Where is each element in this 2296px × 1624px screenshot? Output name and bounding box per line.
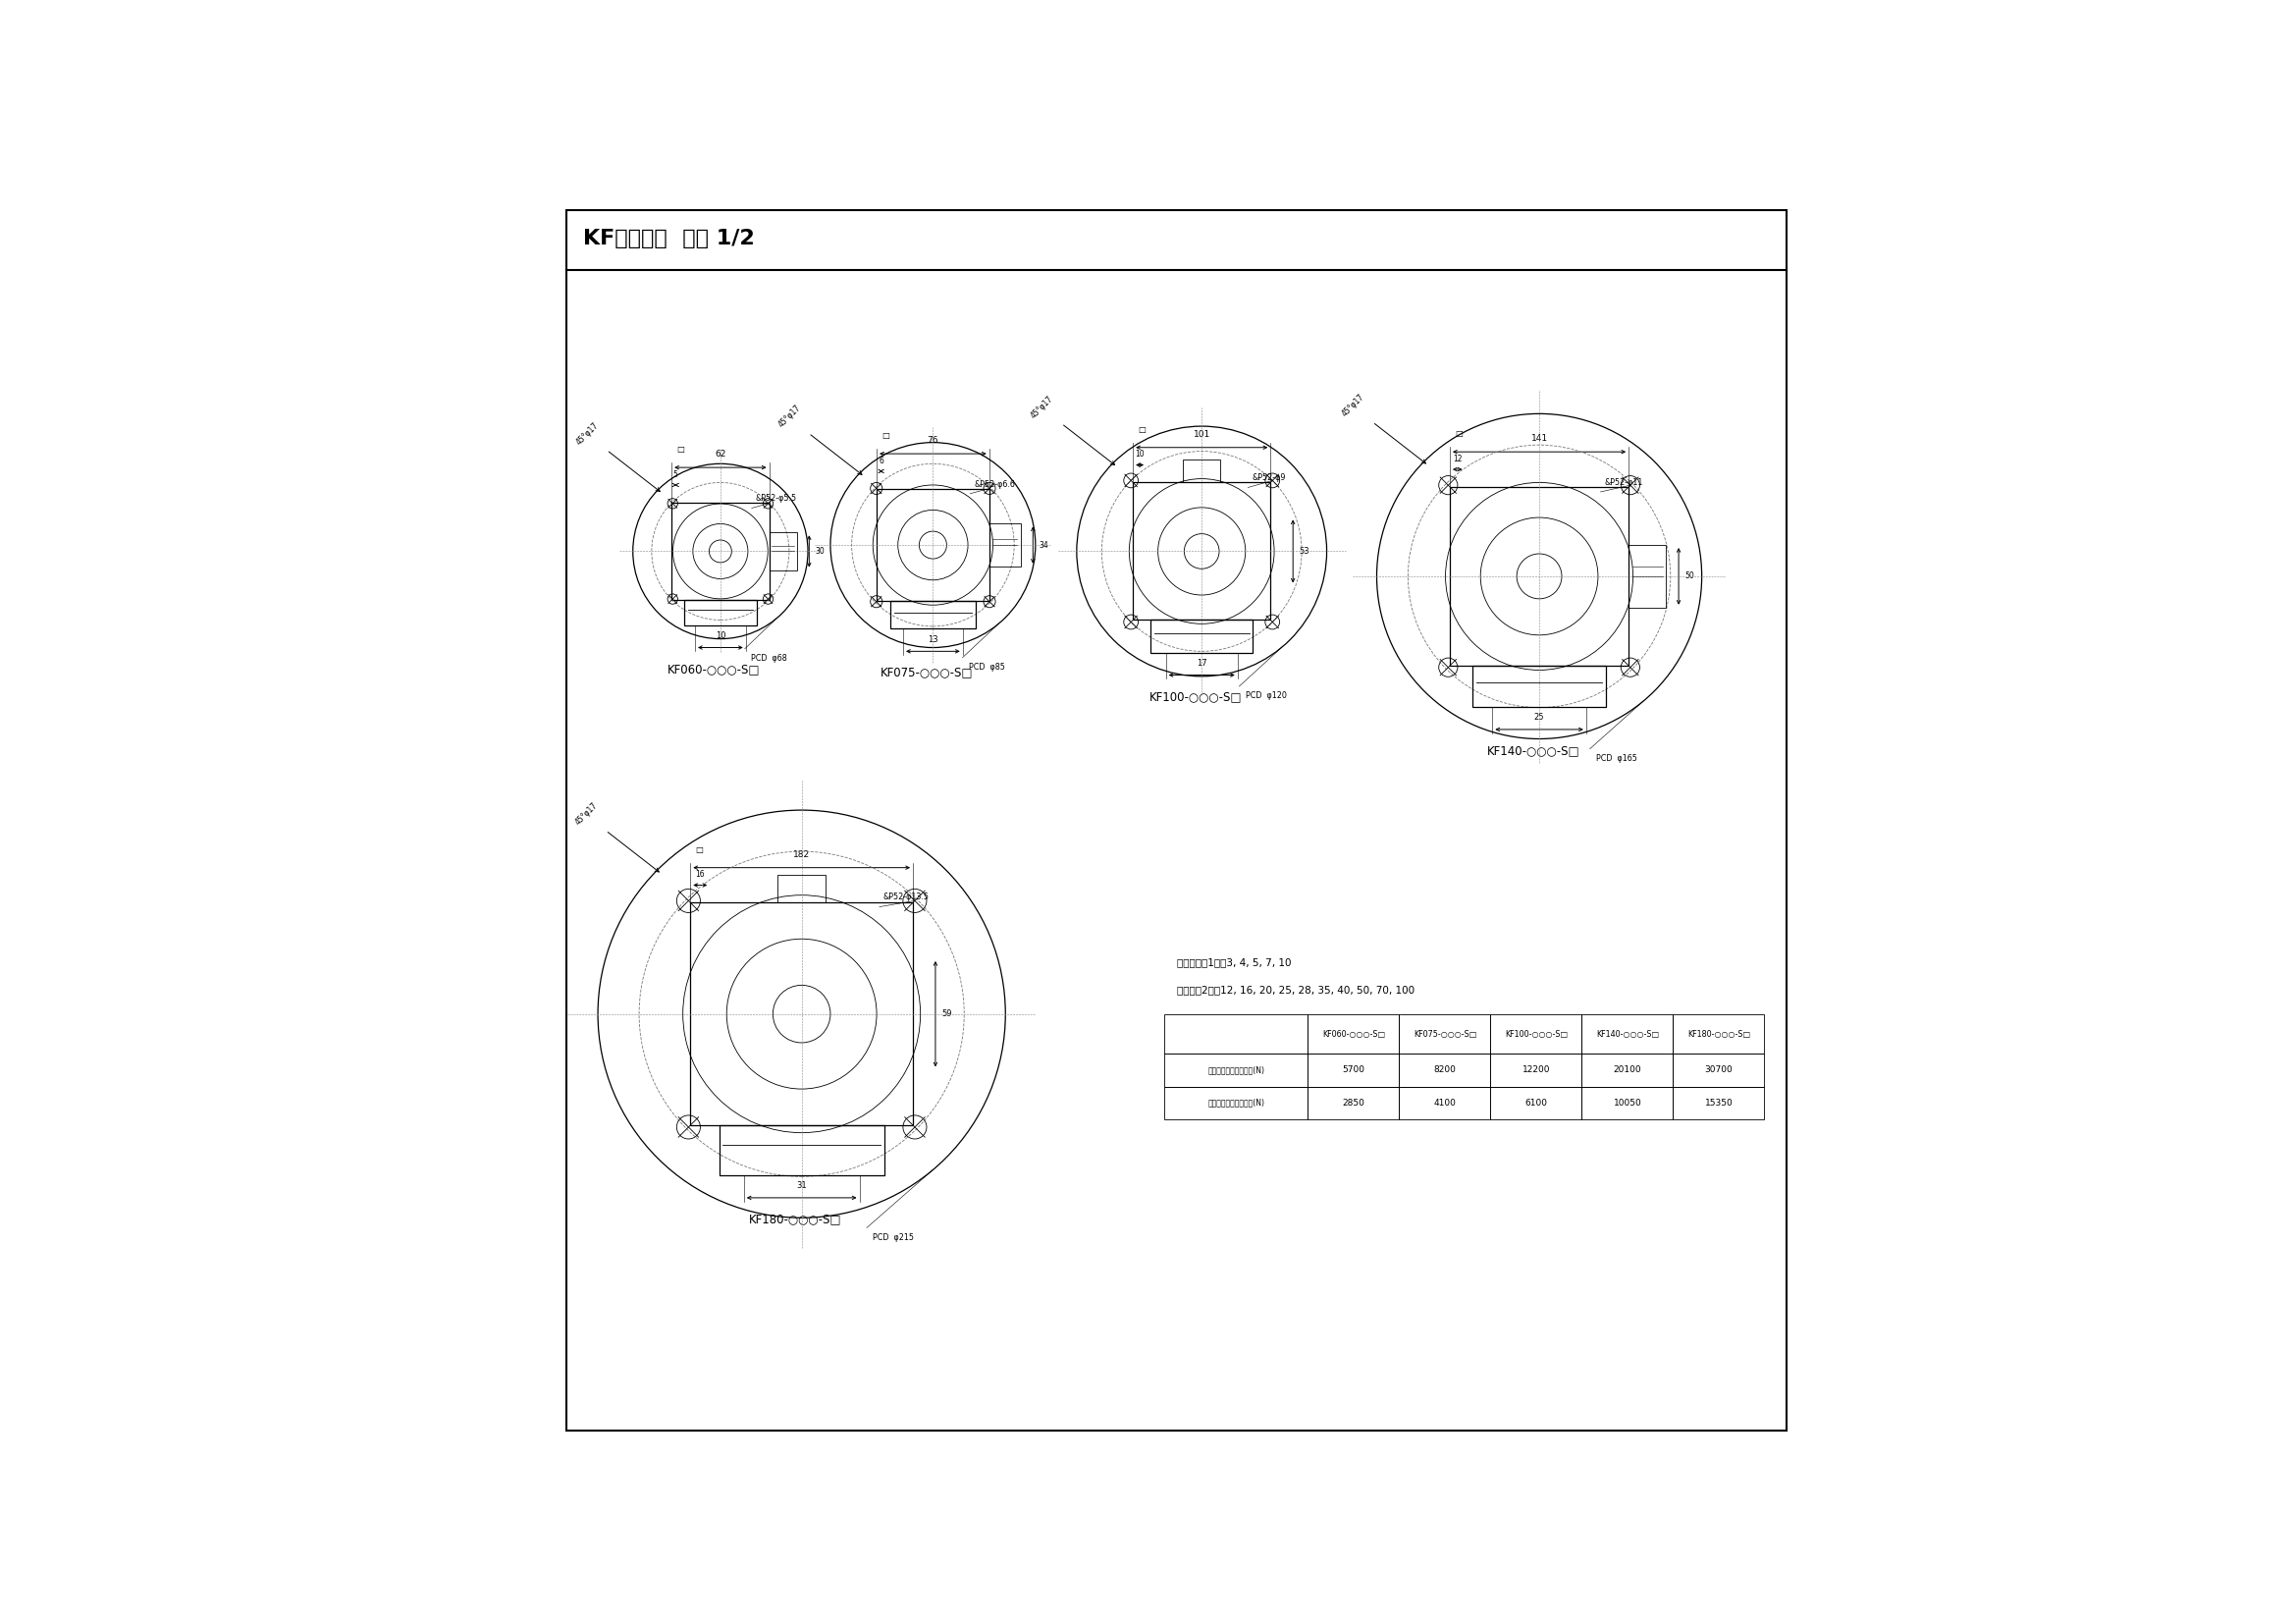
Text: 13: 13 bbox=[928, 635, 939, 643]
Text: KF060-○○○-S□: KF060-○○○-S□ bbox=[668, 663, 760, 676]
Text: 45°φ17: 45°φ17 bbox=[574, 801, 599, 827]
Text: 10: 10 bbox=[1134, 450, 1143, 458]
Bar bbox=[1398, 1086, 1490, 1119]
Bar bbox=[1582, 1013, 1674, 1054]
Bar bbox=[673, 502, 769, 599]
Text: PCD  φ68: PCD φ68 bbox=[751, 654, 788, 663]
Text: PCD  φ120: PCD φ120 bbox=[1244, 692, 1286, 700]
Text: 53: 53 bbox=[1300, 547, 1309, 555]
Text: KF180-○○○-S□: KF180-○○○-S□ bbox=[1688, 1030, 1750, 1038]
Text: 6: 6 bbox=[879, 456, 884, 464]
Bar bbox=[1472, 666, 1607, 706]
Bar bbox=[1490, 1086, 1582, 1119]
Text: 45°φ17: 45°φ17 bbox=[776, 403, 801, 429]
Text: 最大許容スラスト荷重(N): 最大許容スラスト荷重(N) bbox=[1208, 1098, 1265, 1108]
Text: 30: 30 bbox=[815, 547, 824, 555]
Bar bbox=[1582, 1054, 1674, 1086]
Text: 45°φ17: 45°φ17 bbox=[574, 421, 602, 447]
Text: PCD  φ85: PCD φ85 bbox=[969, 663, 1006, 671]
Text: □: □ bbox=[882, 430, 889, 440]
Bar bbox=[1164, 1086, 1309, 1119]
Text: KF140-○○○-S□: KF140-○○○-S□ bbox=[1486, 744, 1580, 757]
Text: KF060-○○○-S□: KF060-○○○-S□ bbox=[1322, 1030, 1384, 1038]
Text: 50: 50 bbox=[1685, 572, 1694, 581]
Text: KF075-○○○-S□: KF075-○○○-S□ bbox=[1414, 1030, 1476, 1038]
Text: 101: 101 bbox=[1194, 430, 1210, 438]
Text: 2850: 2850 bbox=[1343, 1098, 1364, 1108]
Text: PCD  φ165: PCD φ165 bbox=[1596, 754, 1637, 763]
Bar bbox=[1150, 620, 1254, 653]
Text: □: □ bbox=[696, 844, 703, 854]
Bar bbox=[1164, 1054, 1309, 1086]
Text: 16: 16 bbox=[696, 870, 705, 879]
Text: 8200: 8200 bbox=[1433, 1065, 1456, 1075]
Text: 10: 10 bbox=[716, 632, 726, 640]
Text: 2段：12, 16, 20, 25, 28, 35, 40, 50, 70, 100: 2段：12, 16, 20, 25, 28, 35, 40, 50, 70, 1… bbox=[1178, 986, 1414, 996]
Bar bbox=[1490, 1054, 1582, 1086]
Text: 6100: 6100 bbox=[1525, 1098, 1548, 1108]
Text: 31: 31 bbox=[797, 1181, 806, 1190]
Text: 45°φ17: 45°φ17 bbox=[1341, 393, 1366, 419]
Bar bbox=[891, 601, 976, 628]
Text: 141: 141 bbox=[1531, 434, 1548, 443]
Text: PCD  φ215: PCD φ215 bbox=[872, 1233, 914, 1242]
Text: 10050: 10050 bbox=[1614, 1098, 1642, 1108]
Text: 5700: 5700 bbox=[1343, 1065, 1364, 1075]
Text: &P52-φ11: &P52-φ11 bbox=[1605, 477, 1644, 487]
Text: 34: 34 bbox=[1040, 541, 1049, 549]
Text: 62: 62 bbox=[714, 450, 726, 458]
Bar bbox=[684, 599, 758, 625]
Bar bbox=[1309, 1013, 1398, 1054]
Text: 59: 59 bbox=[941, 1010, 953, 1018]
Bar bbox=[1398, 1013, 1490, 1054]
Text: 45°φ17: 45°φ17 bbox=[1029, 395, 1056, 419]
Text: 12200: 12200 bbox=[1522, 1065, 1550, 1075]
Bar bbox=[1628, 546, 1667, 607]
Text: □: □ bbox=[1139, 425, 1146, 434]
Bar bbox=[1164, 1013, 1309, 1054]
Text: 20100: 20100 bbox=[1614, 1065, 1642, 1075]
Bar bbox=[1674, 1013, 1763, 1054]
Text: 5: 5 bbox=[673, 469, 677, 479]
Text: &P52-φ5.5: &P52-φ5.5 bbox=[755, 494, 797, 503]
Text: 30700: 30700 bbox=[1704, 1065, 1733, 1075]
Text: KF100-○○○-S□: KF100-○○○-S□ bbox=[1504, 1030, 1568, 1038]
Text: KF140-○○○-S□: KF140-○○○-S□ bbox=[1596, 1030, 1658, 1038]
Text: KF075-○○○-S□: KF075-○○○-S□ bbox=[879, 666, 974, 679]
Text: □: □ bbox=[677, 445, 684, 453]
Text: 最大許容ラジアル荷重(N): 最大許容ラジアル荷重(N) bbox=[1208, 1065, 1265, 1075]
Text: 25: 25 bbox=[1534, 713, 1545, 723]
Text: □: □ bbox=[1456, 429, 1463, 438]
Text: 182: 182 bbox=[792, 849, 810, 859]
Text: 15350: 15350 bbox=[1704, 1098, 1733, 1108]
Bar bbox=[1132, 482, 1270, 620]
Text: &P52-φ6.6: &P52-φ6.6 bbox=[974, 479, 1015, 489]
Bar bbox=[1674, 1086, 1763, 1119]
Bar bbox=[990, 525, 1019, 567]
Text: &P52-φ9: &P52-φ9 bbox=[1251, 474, 1286, 482]
Text: KFシリーズ  枚図 1/2: KFシリーズ 枚図 1/2 bbox=[583, 229, 755, 248]
Text: &P52-φ13.5: &P52-φ13.5 bbox=[884, 893, 930, 901]
Text: 17: 17 bbox=[1196, 659, 1208, 667]
Text: KF100-○○○-S□: KF100-○○○-S□ bbox=[1148, 690, 1242, 703]
Bar bbox=[691, 903, 914, 1125]
Bar bbox=[1309, 1054, 1398, 1086]
Bar bbox=[877, 489, 990, 601]
Bar bbox=[1309, 1086, 1398, 1119]
Bar bbox=[1674, 1054, 1763, 1086]
Text: 4100: 4100 bbox=[1433, 1098, 1456, 1108]
Bar bbox=[769, 533, 797, 570]
Bar bbox=[1182, 460, 1221, 482]
Bar bbox=[1490, 1013, 1582, 1054]
Text: 減速比：　1段：3, 4, 5, 7, 10: 減速比： 1段：3, 4, 5, 7, 10 bbox=[1178, 958, 1290, 968]
Text: KF180-○○○-S□: KF180-○○○-S□ bbox=[748, 1213, 843, 1226]
Bar bbox=[719, 1125, 884, 1176]
Text: 12: 12 bbox=[1453, 455, 1463, 463]
Bar bbox=[778, 875, 824, 903]
Text: 76: 76 bbox=[928, 437, 939, 445]
Bar bbox=[1582, 1086, 1674, 1119]
Bar bbox=[1398, 1054, 1490, 1086]
Bar bbox=[1449, 487, 1628, 666]
